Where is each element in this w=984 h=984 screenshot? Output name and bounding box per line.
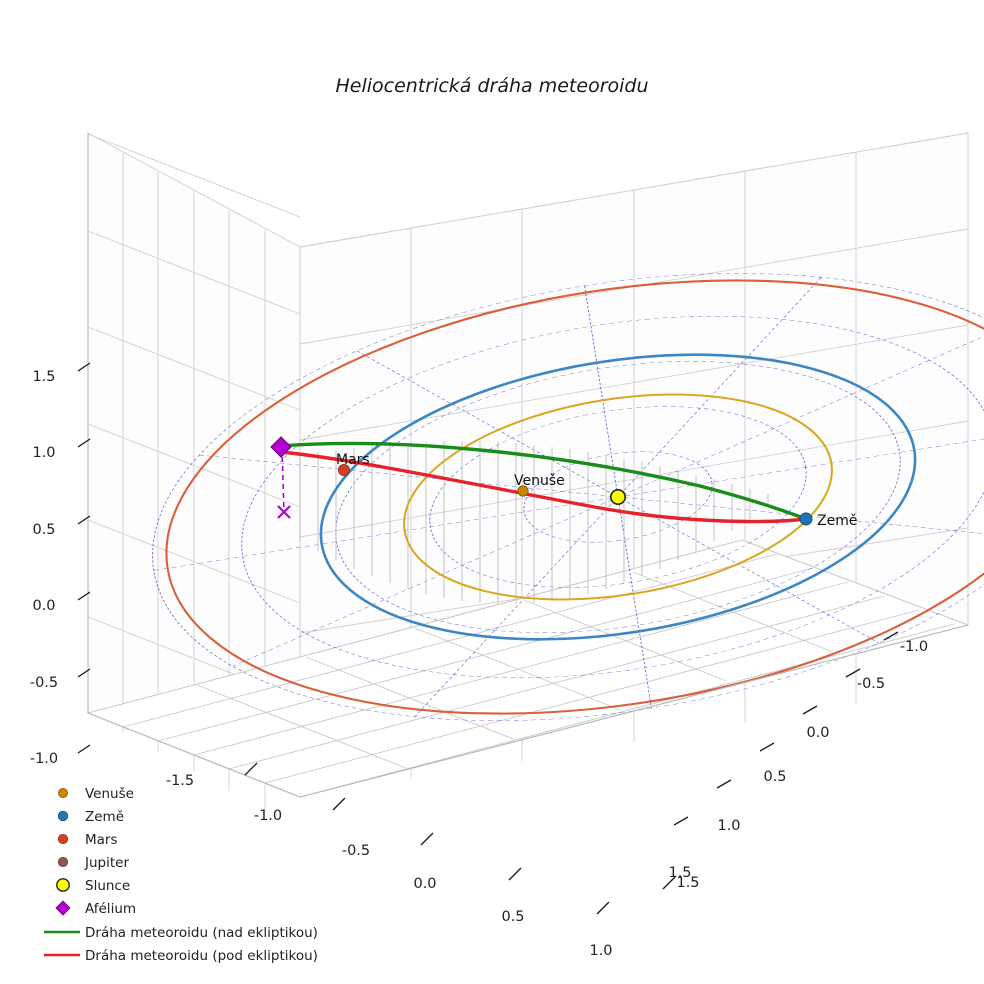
aphelion-group bbox=[270, 436, 292, 519]
x-tick-4: 0.5 bbox=[501, 909, 524, 925]
axes-grid bbox=[86, 132, 970, 810]
y-tick-0: -1.0 bbox=[900, 639, 928, 655]
sun-dot-icon bbox=[56, 878, 70, 892]
x-tick-5: 1.0 bbox=[589, 943, 612, 959]
legend-label: Dráha meteoroidu (nad ekliptikou) bbox=[85, 925, 318, 941]
y-axis: -1.0 -0.5 0.0 0.5 1.0 1.5 bbox=[299, 624, 969, 881]
legend-item-slunce[interactable]: Slunce bbox=[56, 878, 130, 894]
venuse-label: Venuše bbox=[514, 473, 565, 489]
legend-item-venuse[interactable]: Venuše bbox=[58, 786, 134, 802]
legend-item-jupiter[interactable]: Jupiter bbox=[57, 855, 129, 871]
zeme-label: Země bbox=[817, 513, 857, 529]
legend-item-below-ecliptic[interactable]: Dráha meteoroidu (pod ekliptikou) bbox=[44, 948, 318, 964]
z-tick-3: 0.0 bbox=[32, 598, 55, 614]
y-tick-2: 0.0 bbox=[806, 725, 829, 741]
x-tick-2: -0.5 bbox=[342, 843, 370, 859]
legend-item-zeme[interactable]: Země bbox=[57, 809, 124, 825]
x-axis: -1.5 -1.0 -0.5 0.0 0.5 1.0 1.5 bbox=[87, 712, 700, 959]
legend-label: Slunce bbox=[85, 878, 130, 894]
y-tick-5: 1.5 bbox=[668, 865, 691, 881]
data-annotations: Mars Venuše Země bbox=[336, 452, 857, 529]
x-tick-3: 0.0 bbox=[413, 876, 436, 892]
y-tick-4: 1.0 bbox=[717, 818, 740, 834]
legend-label: Mars bbox=[85, 832, 118, 848]
marker-zeme bbox=[799, 512, 813, 526]
earth-dot-icon bbox=[57, 810, 69, 822]
orbit-earth bbox=[319, 353, 917, 641]
x-tick-0: -1.5 bbox=[166, 773, 194, 789]
legend-label: Země bbox=[85, 809, 124, 825]
legend-label: Venuše bbox=[85, 786, 134, 802]
aphelion-marker bbox=[270, 436, 292, 458]
x-tick-6: 1.5 bbox=[676, 875, 699, 891]
marker-slunce bbox=[609, 488, 626, 505]
legend-item-afelium[interactable]: Afélium bbox=[55, 900, 136, 917]
z-tick-0: 1.5 bbox=[32, 369, 55, 385]
orbit-mars bbox=[165, 279, 984, 715]
aphelion-diamond-icon bbox=[55, 900, 71, 916]
venus-dot-icon bbox=[58, 788, 68, 798]
legend: Venuše Země Mars Jupiter bbox=[44, 786, 318, 964]
jupiter-dot-icon bbox=[57, 856, 69, 868]
x-tick-1: -1.0 bbox=[254, 808, 282, 824]
marker-mars bbox=[337, 463, 350, 476]
legend-item-above-ecliptic[interactable]: Dráha meteoroidu (nad ekliptikou) bbox=[44, 925, 318, 941]
z-tick-4: -0.5 bbox=[30, 675, 58, 691]
z-axis: 1.5 1.0 0.5 0.0 -0.5 -1.0 bbox=[30, 133, 91, 767]
meteoroid-orbit bbox=[279, 441, 808, 524]
y-tick-1: -0.5 bbox=[857, 676, 885, 692]
orbit-venus bbox=[403, 393, 833, 601]
page-title: Heliocentrická dráha meteoroidu bbox=[335, 75, 648, 97]
legend-label: Dráha meteoroidu (pod ekliptikou) bbox=[85, 948, 318, 964]
body-markers bbox=[337, 463, 813, 526]
mars-label: Mars bbox=[336, 452, 370, 468]
mars-dot-icon bbox=[57, 833, 69, 845]
meteoroid-above-ecliptic bbox=[279, 441, 808, 521]
z-tick-1: 1.0 bbox=[32, 445, 55, 461]
aphelion-dropline bbox=[281, 447, 285, 513]
z-tick-2: 0.5 bbox=[32, 522, 55, 538]
meteoroid-below-ecliptic bbox=[279, 450, 808, 524]
z-tick-5: -1.0 bbox=[30, 751, 58, 767]
marker-venuse bbox=[517, 485, 529, 497]
legend-label: Afélium bbox=[85, 901, 136, 917]
aphelion-projection-x-icon bbox=[277, 505, 291, 519]
legend-label: Jupiter bbox=[84, 855, 129, 871]
y-tick-3: 0.5 bbox=[763, 769, 786, 785]
legend-item-mars[interactable]: Mars bbox=[57, 832, 118, 848]
